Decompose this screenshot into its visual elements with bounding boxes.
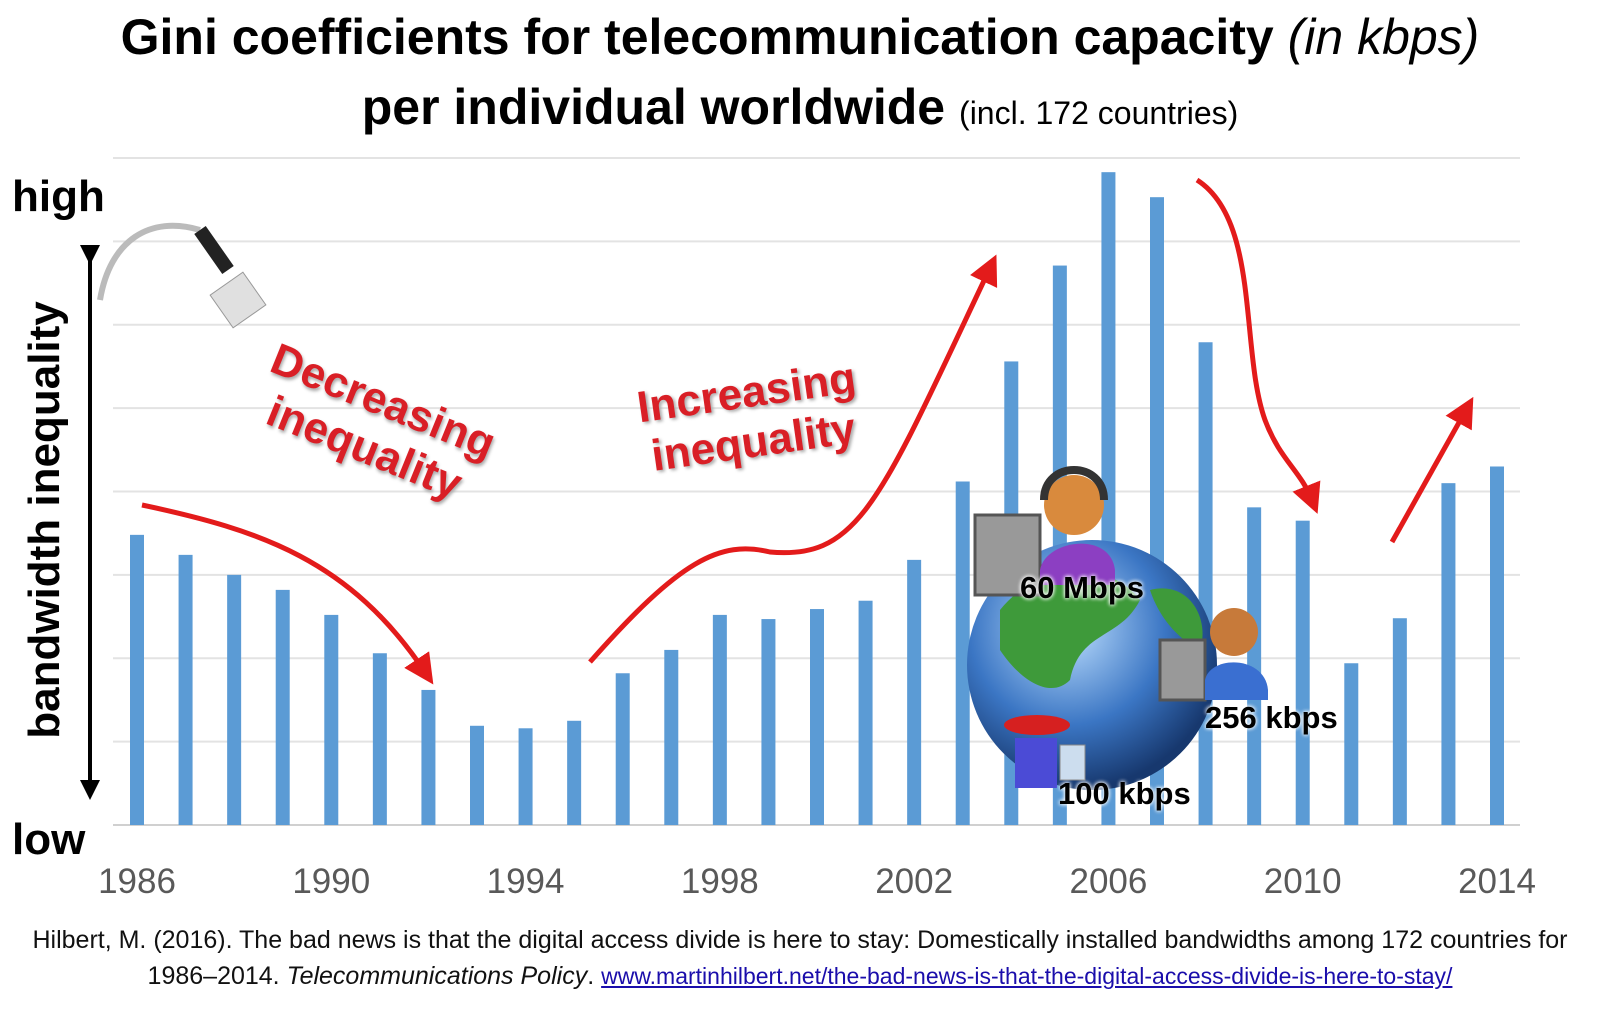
x-tick-label: 2014 [1458, 862, 1536, 901]
bar-2003 [955, 481, 970, 825]
bar-2010 [1295, 520, 1310, 825]
bar-2012 [1392, 618, 1407, 825]
bar-1987 [178, 554, 193, 825]
bar-1999 [761, 619, 776, 825]
bar-2002 [907, 559, 922, 825]
user-at-computer-icon [1158, 608, 1268, 702]
increasing-trend-arrow [588, 254, 998, 664]
bar-2009 [1247, 507, 1262, 825]
x-tick-label: 1986 [98, 862, 176, 901]
network-cable-icon [97, 222, 267, 329]
decreasing-trend-arrow [141, 502, 434, 685]
falling-trend-arrow [1195, 177, 1321, 514]
title-text: Gini coefficients for telecommunication … [120, 9, 1274, 65]
bar-2013 [1441, 483, 1456, 825]
title-unit: (in kbps) [1287, 9, 1480, 65]
chart-subtitle: (incl. 172 countries) [959, 95, 1239, 131]
chart-title: Gini coefficients for telecommunication … [0, 8, 1600, 66]
bar-1993 [470, 725, 484, 825]
bar-1989 [275, 589, 290, 825]
bar-1986 [130, 534, 144, 825]
x-tick-label: 1998 [681, 862, 759, 901]
citation-link[interactable]: www.martinhilbert.net/the-bad-news-is-th… [601, 963, 1453, 989]
x-tick-label: 2006 [1069, 862, 1147, 901]
speed-label-60mbps: 60 Mbps [1020, 570, 1145, 605]
x-tick-label: 2010 [1264, 862, 1342, 901]
y-axis-label: bandwidth inequality [20, 301, 69, 739]
y-high-label: high [12, 172, 105, 221]
citation: Hilbert, M. (2016). The bad news is that… [32, 926, 1568, 990]
citation-journal: Telecommunications Policy [286, 962, 588, 990]
bar-2000 [810, 609, 824, 825]
title-line2-text: per individual worldwide [361, 79, 946, 135]
rising-trend-arrow [1389, 396, 1474, 544]
x-tick-label: 2002 [875, 862, 953, 901]
bar-1992 [421, 689, 436, 825]
user-with-phone-icon [1004, 715, 1086, 788]
speed-label-100kbps: 100 kbps [1058, 776, 1191, 811]
chart-title-line2: per individual worldwide (incl. 172 coun… [0, 78, 1600, 136]
bar-1998 [712, 614, 727, 825]
x-tick-label: 1994 [487, 862, 565, 901]
citation-text: Hilbert, M. (2016). The bad news is that… [32, 926, 1568, 990]
bar-1996 [615, 673, 630, 825]
bar-1997 [664, 649, 679, 825]
bar-2008 [1198, 342, 1213, 825]
bar-1990 [324, 614, 339, 825]
user-with-headset-icon [973, 466, 1115, 597]
bar-1995 [567, 720, 582, 825]
y-low-label: low [12, 815, 86, 864]
bar-2001 [858, 600, 873, 825]
x-tick-label: 1990 [292, 862, 370, 901]
bar-1994 [518, 728, 533, 825]
bar-1988 [227, 574, 242, 825]
bar-2011 [1344, 663, 1359, 825]
speed-label-256kbps: 256 kbps [1205, 700, 1338, 735]
bar-2014 [1490, 466, 1504, 825]
bar-1991 [372, 653, 387, 825]
